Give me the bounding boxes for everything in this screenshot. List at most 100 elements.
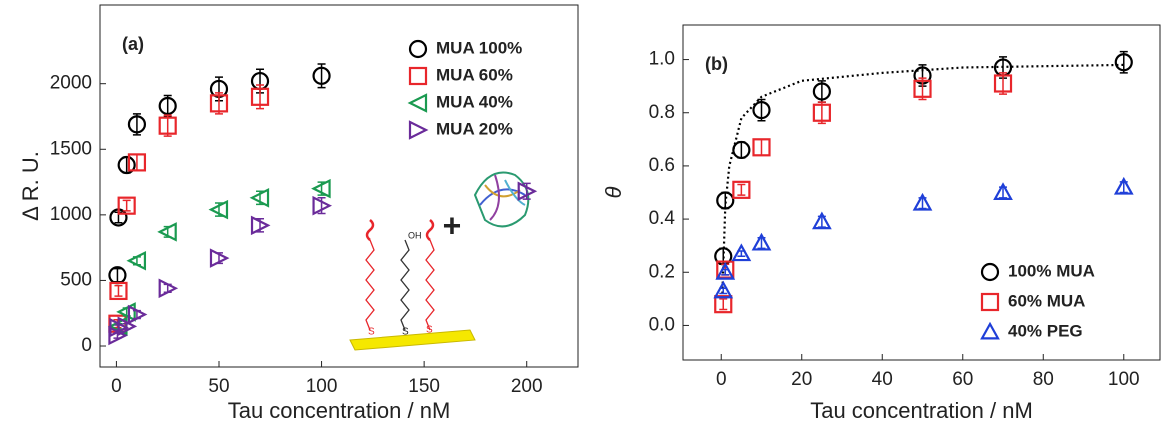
marker: [127, 304, 148, 325]
chain: [400, 239, 410, 331]
error-bar: [737, 141, 746, 159]
marker: [158, 116, 177, 135]
marker: [812, 211, 832, 230]
y-tick-label: 0.4: [649, 208, 676, 229]
marker: [732, 180, 751, 199]
plot-frame: [99, 4, 579, 368]
legend-label: MUA 60%: [436, 65, 513, 84]
marker: [980, 292, 1000, 312]
marker: [1114, 53, 1133, 72]
marker: [993, 182, 1013, 200]
marker: [209, 94, 229, 113]
legend-label: MUA 20%: [436, 119, 513, 138]
marker: [126, 250, 147, 271]
error-bar: [522, 182, 531, 200]
chain: [425, 239, 435, 331]
marker: [517, 181, 538, 202]
y-tick-label: 0.2: [649, 261, 675, 282]
marker: [250, 215, 271, 236]
head: [365, 219, 375, 241]
marker: [312, 195, 333, 216]
error-bar: [719, 298, 728, 311]
x-tick-label: 100: [306, 376, 338, 397]
legend-label: 40% PEG: [1008, 321, 1083, 340]
error-bar: [114, 284, 123, 297]
marker: [1113, 176, 1134, 195]
marker: [714, 295, 733, 314]
marker: [249, 188, 270, 208]
s-label: S: [426, 325, 433, 336]
chain: [365, 239, 375, 331]
marker: [109, 281, 128, 301]
error-bar: [317, 197, 326, 215]
plus: +: [443, 207, 462, 243]
x-axis-title: Tau concentration / nM: [810, 398, 1033, 423]
y-tick-label: 0.8: [649, 102, 675, 123]
x-tick-label: 0: [716, 369, 727, 390]
legend-label: 100% MUA: [1008, 261, 1095, 280]
error-bar: [721, 191, 730, 210]
x-tick-label: 40: [872, 369, 893, 390]
y-tick-label: 0.6: [649, 155, 675, 176]
marker: [913, 79, 932, 98]
s-label: S: [368, 327, 375, 338]
marker: [980, 321, 1000, 340]
marker: [713, 280, 734, 299]
marker: [912, 192, 933, 211]
marker: [715, 261, 736, 280]
marker: [408, 39, 428, 59]
marker: [731, 243, 752, 262]
marker: [158, 278, 179, 299]
y-tick-label: 0: [81, 335, 92, 356]
marker: [312, 66, 331, 85]
marker: [127, 153, 147, 172]
legend-label: MUA 40%: [436, 92, 513, 111]
marker: [117, 196, 136, 215]
gold-surface: [349, 329, 476, 351]
marker: [732, 140, 751, 160]
panel-label: (a): [122, 34, 144, 54]
marker: [208, 199, 229, 220]
y-tick-label: 1500: [50, 138, 92, 159]
head: [425, 219, 435, 241]
marker: [980, 262, 1000, 282]
marker: [993, 74, 1013, 93]
y-tick-label: 0.0: [649, 314, 675, 335]
marker: [812, 82, 831, 101]
x-tick-label: 20: [791, 369, 812, 390]
marker: [752, 138, 771, 157]
marker: [311, 178, 331, 199]
x-tick-label: 60: [952, 369, 973, 390]
marker: [209, 248, 230, 268]
y-tick-label: 500: [60, 269, 92, 290]
marker: [250, 87, 270, 106]
plot-frame: [682, 24, 1161, 361]
error-bar: [757, 138, 766, 157]
legend-label: 60% MUA: [1008, 291, 1085, 310]
x-tick-label: 100: [1108, 369, 1140, 390]
marker: [716, 191, 735, 210]
y-axis-title: Δ R. U.: [18, 151, 43, 221]
oh-label: OH: [408, 230, 422, 240]
marker: [752, 100, 771, 120]
x-tick-label: 50: [208, 376, 229, 397]
y-axis-title: θ: [601, 186, 626, 198]
surface-schematic: OH S S S +: [349, 171, 530, 351]
marker: [812, 103, 831, 122]
error-bar: [737, 183, 746, 196]
x-axis-title: Tau concentration / nM: [228, 398, 451, 423]
x-tick-label: 80: [1033, 369, 1054, 390]
x-tick-label: 200: [511, 376, 543, 397]
legend-label: MUA 100%: [436, 38, 522, 57]
marker: [408, 120, 429, 140]
error-bar: [122, 199, 131, 212]
panel: 0 20 40 60 80 100 0.0 0.2 0.4 0.6 0.8 1.0 Tau concen…: [601, 24, 1161, 423]
marker: [127, 115, 147, 134]
error-bar: [113, 267, 122, 283]
marker: [408, 66, 428, 86]
panel-label: (b): [705, 54, 728, 74]
marker: [407, 93, 428, 113]
